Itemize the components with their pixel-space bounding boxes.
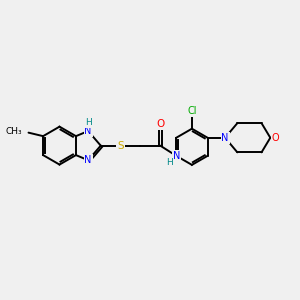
Text: S: S: [117, 141, 124, 151]
Text: O: O: [156, 119, 164, 129]
Text: H: H: [85, 118, 92, 127]
Text: N: N: [172, 151, 180, 161]
Text: N: N: [85, 155, 92, 165]
Text: N: N: [85, 126, 92, 136]
Text: H: H: [167, 158, 173, 167]
Text: O: O: [272, 133, 279, 143]
Text: N: N: [221, 133, 229, 143]
Text: Cl: Cl: [187, 106, 197, 116]
Text: CH₃: CH₃: [5, 127, 22, 136]
